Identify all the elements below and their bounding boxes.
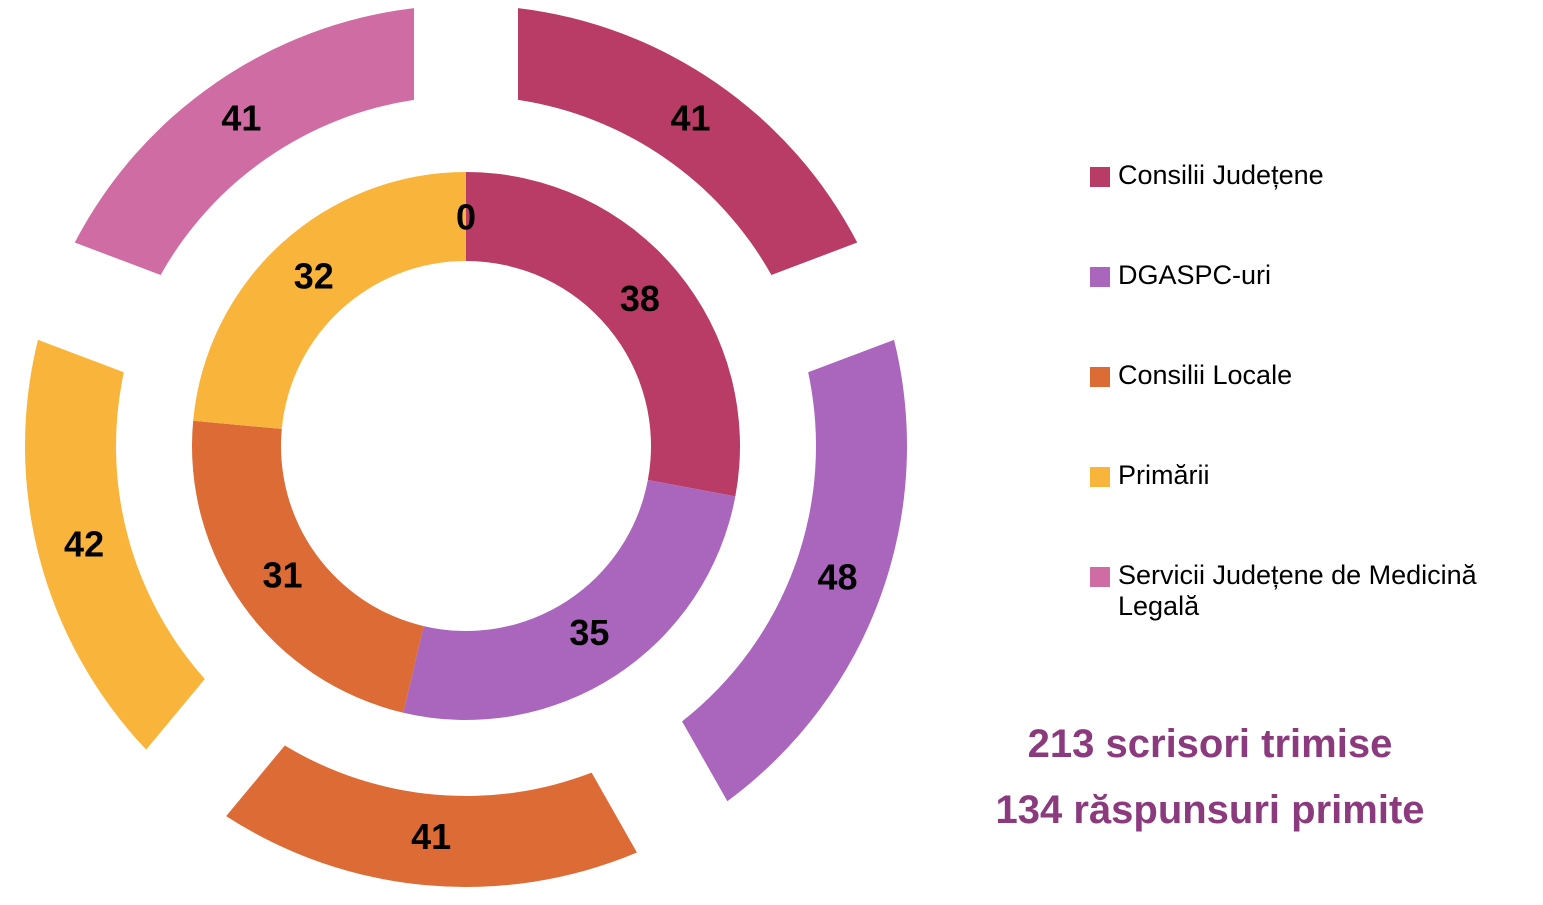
donut-segment <box>24 339 205 750</box>
legend-swatch <box>1090 467 1110 487</box>
data-label: 0 <box>456 197 476 238</box>
legend-swatch <box>1090 167 1110 187</box>
legend-label: Consilii Județene <box>1118 160 1324 190</box>
legend-item: DGASPC-uri <box>1090 260 1530 360</box>
legend-label: Servicii Județene de Medicină Legală <box>1118 560 1477 621</box>
data-label: 41 <box>411 816 451 857</box>
legend-label: Primării <box>1118 460 1210 490</box>
donut-segment <box>193 172 467 429</box>
legend-item: Primării <box>1090 460 1530 560</box>
data-label: 38 <box>620 278 660 319</box>
legend-item: Consilii Locale <box>1090 360 1530 460</box>
donut-segment <box>192 420 424 713</box>
legend-swatch <box>1090 267 1110 287</box>
donut-segment <box>466 172 740 497</box>
data-label: 41 <box>221 98 261 139</box>
legend-item: Consilii Județene <box>1090 160 1530 260</box>
donut-segment <box>403 479 736 720</box>
donut-segment <box>518 8 858 275</box>
data-label: 31 <box>263 555 303 596</box>
legend-swatch <box>1090 567 1110 587</box>
legend: Consilii Județene DGASPC-uri Consilii Loca… <box>1090 160 1530 660</box>
annotation: 213 scrisori trimise <box>1027 722 1393 766</box>
annotation: 134 răspunsuri primite <box>995 788 1425 832</box>
donut-segment <box>74 8 414 275</box>
data-label: 48 <box>817 557 857 598</box>
donut-segment <box>682 339 907 802</box>
legend-item: Servicii Județene de Medicină Legală <box>1090 560 1530 660</box>
legend-label: DGASPC-uri <box>1118 260 1272 290</box>
donut-segment <box>226 745 637 887</box>
legend-label: Consilii Locale <box>1118 360 1293 390</box>
data-label: 41 <box>671 98 711 139</box>
data-label: 32 <box>294 255 334 296</box>
chart: 41 48 41 42 41 38 35 31 32 0 <box>24 8 907 887</box>
data-label: 35 <box>569 612 609 653</box>
legend-swatch <box>1090 367 1110 387</box>
data-label: 42 <box>64 523 104 564</box>
